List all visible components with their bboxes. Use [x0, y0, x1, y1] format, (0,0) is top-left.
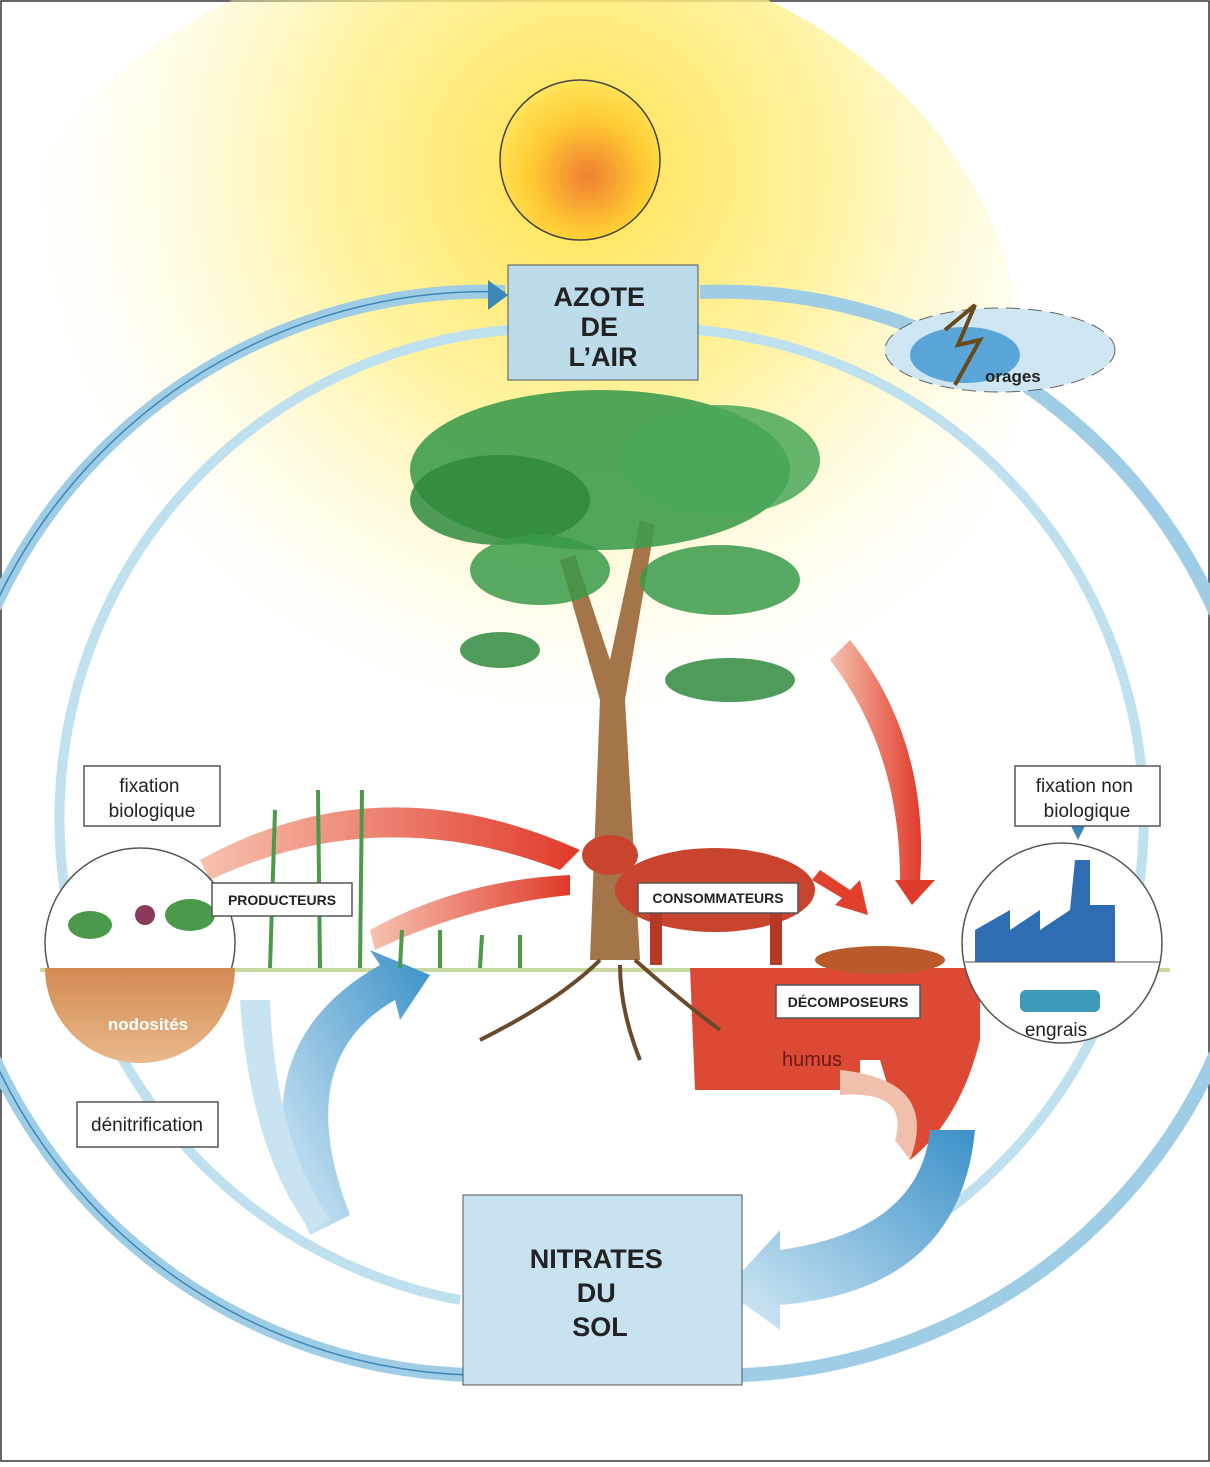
factory-circle — [962, 843, 1162, 1043]
soil-line: SOL — [572, 1312, 628, 1342]
weather-label: orages — [985, 367, 1041, 386]
decomposers-label: DÉCOMPOSEURS — [788, 994, 909, 1010]
air-line: AZOTE — [553, 282, 645, 312]
sun — [500, 80, 660, 240]
fertilizer-label: engrais — [1025, 1020, 1087, 1041]
air-line: DE — [580, 312, 618, 342]
text-line: fixation non — [1036, 776, 1133, 797]
text-line: fixation — [119, 776, 179, 797]
consumers-label: CONSOMMATEURS — [652, 890, 783, 906]
nitrogen-cycle-diagram: nodosités engrais AZOTE DE L’AIR NITRATE… — [0, 0, 1210, 1462]
soil-line: DU — [577, 1278, 616, 1308]
producers-label: PRODUCTEURS — [228, 892, 336, 908]
air-line: L’AIR — [568, 342, 637, 372]
nodules-label: nodosités — [108, 1015, 188, 1034]
litter — [815, 946, 945, 974]
soil-line: NITRATES — [530, 1244, 663, 1274]
denitrification-label: dénitrification — [91, 1115, 203, 1136]
text-line: biologique — [1044, 801, 1131, 822]
text-line: biologique — [109, 801, 196, 822]
humus-label: humus — [782, 1049, 842, 1071]
